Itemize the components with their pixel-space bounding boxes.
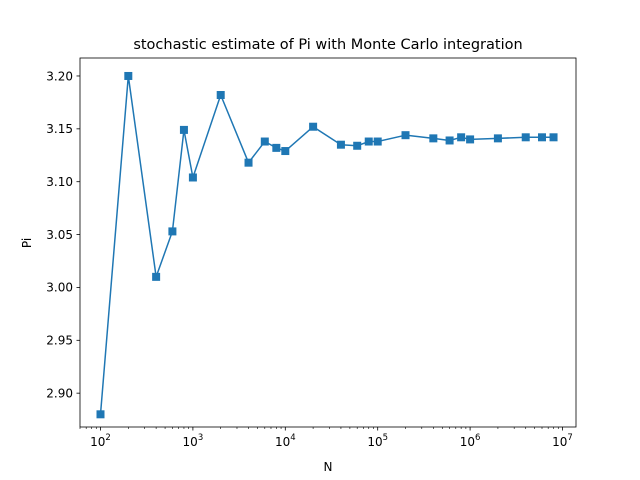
x-tick-label: 107 (552, 433, 573, 449)
data-point (272, 143, 281, 152)
x-tick-label: 106 (460, 433, 481, 449)
data-point (353, 141, 362, 150)
data-point (260, 137, 269, 146)
data-point (549, 133, 558, 142)
y-axis-label: Pi (20, 238, 34, 248)
x-tick-label: 104 (275, 433, 296, 449)
data-point (188, 173, 197, 182)
data-point (521, 133, 530, 142)
y-axis: 2.90 2.95 3.00 3.05 3.10 3.15 3.20 (46, 69, 80, 400)
data-point (364, 137, 373, 146)
data-point (445, 136, 454, 145)
data-point (401, 131, 410, 140)
y-tick-label: 3.05 (46, 228, 73, 242)
data-point (124, 71, 133, 80)
x-axis-label: N (324, 460, 333, 474)
data-point (373, 137, 382, 146)
x-tick-label: 105 (367, 433, 388, 449)
data-point (152, 272, 161, 281)
data-point (281, 147, 290, 156)
y-tick-label: 3.00 (46, 281, 73, 295)
y-tick-label: 2.95 (46, 334, 73, 348)
y-tick-label: 3.15 (46, 122, 73, 136)
chart-title: stochastic estimate of Pi with Monte Car… (133, 37, 522, 53)
data-point (179, 125, 188, 134)
x-axis: 102 103 104 105 106 107 (79, 427, 573, 449)
plot-frame (79, 57, 577, 428)
data-point (336, 140, 345, 149)
data-point (168, 227, 177, 236)
data-point (216, 91, 225, 100)
data-point (457, 133, 466, 142)
y-tick-label: 3.20 (46, 69, 73, 83)
data-point (244, 158, 253, 167)
data-point (466, 135, 475, 144)
data-point (96, 410, 105, 419)
y-tick-label: 2.90 (46, 386, 73, 400)
data-point (429, 134, 438, 143)
y-tick-label: 3.10 (46, 175, 73, 189)
data-point (493, 134, 502, 143)
x-tick-label: 103 (183, 433, 204, 449)
data-point (309, 122, 318, 131)
plot-area (96, 71, 558, 419)
data-point (538, 133, 546, 142)
x-tick-label: 102 (90, 433, 111, 449)
